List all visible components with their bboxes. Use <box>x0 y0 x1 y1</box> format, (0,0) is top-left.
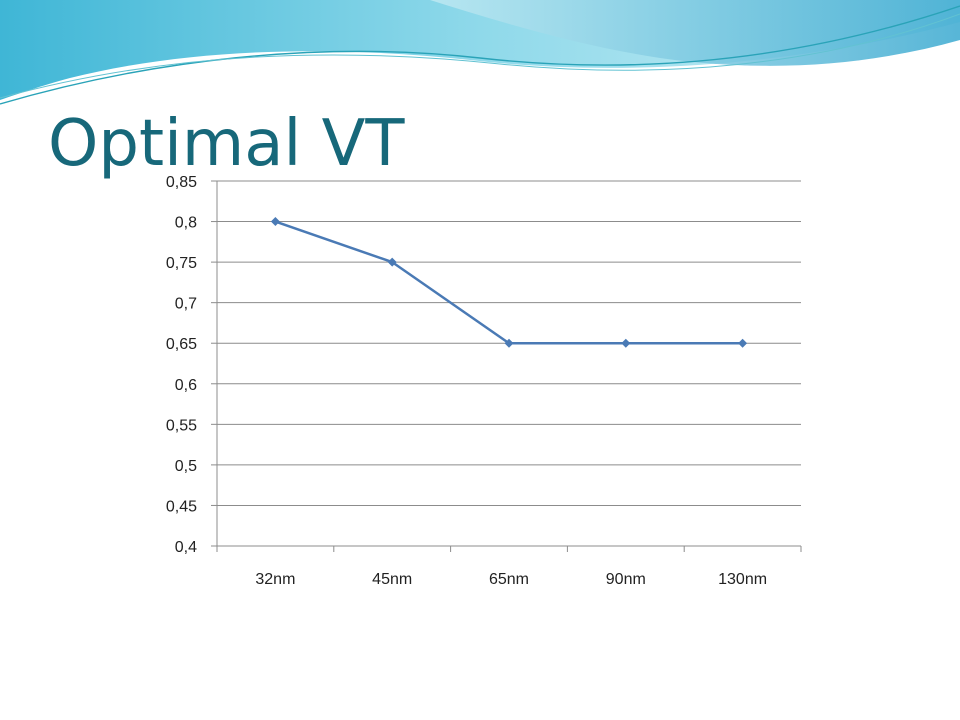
wave-shape-right <box>430 0 960 66</box>
x-tick-labels: 32nm 45nm 65nm 90nm 130nm <box>255 571 767 588</box>
x-tick-label: 90nm <box>606 571 646 588</box>
y-tick-label: 0,7 <box>175 296 197 313</box>
data-point-marker <box>738 338 748 348</box>
series-group <box>270 217 748 348</box>
y-tick-label: 0,8 <box>175 215 197 232</box>
y-tick-label: 0,5 <box>175 458 197 475</box>
y-tick-label: 0,65 <box>166 336 197 353</box>
data-point-marker <box>504 338 514 348</box>
y-tick-label: 0,6 <box>175 377 197 394</box>
data-point-marker <box>270 217 280 227</box>
slide-title: Optimal VT <box>48 107 405 181</box>
wave-line-1 <box>0 5 960 105</box>
y-tick-label: 0,4 <box>175 539 197 556</box>
x-tick-label: 130nm <box>718 571 767 588</box>
decorative-wave-banner <box>0 0 960 105</box>
data-point-marker <box>621 338 631 348</box>
axes <box>211 180 802 552</box>
y-tick-label: 0,85 <box>166 174 197 191</box>
gridlines <box>217 180 801 506</box>
series-line <box>274 220 743 345</box>
y-tick-label: 0,55 <box>166 417 197 434</box>
data-point-marker <box>387 257 397 267</box>
x-tick-label: 32nm <box>255 571 295 588</box>
y-tick-labels: 0,4 0,45 0,5 0,55 0,6 0,65 0,7 0,75 0,8 0,85 <box>166 174 197 556</box>
x-tick-label: 45nm <box>372 571 412 588</box>
wave-line-2 <box>0 13 960 99</box>
x-tick-label: 65nm <box>489 571 529 588</box>
y-tick-label: 0,75 <box>166 255 197 272</box>
y-tick-label: 0,45 <box>166 498 197 515</box>
